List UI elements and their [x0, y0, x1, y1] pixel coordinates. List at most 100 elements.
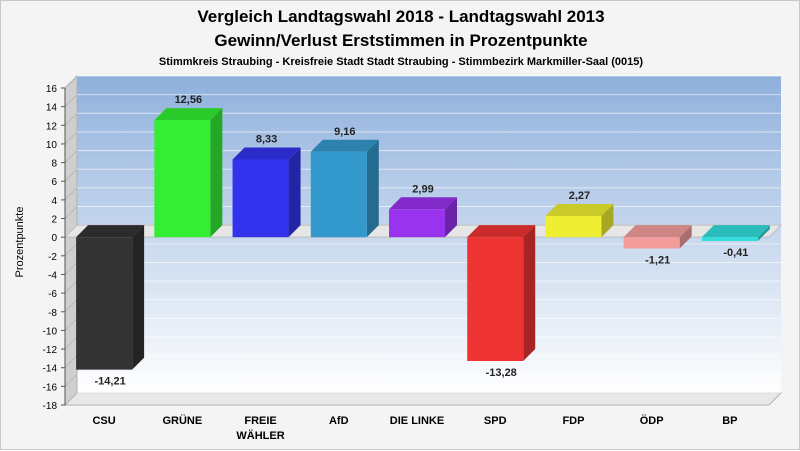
gridline-side — [64, 75, 78, 89]
bar-csu — [76, 225, 145, 370]
bar-top — [623, 225, 692, 238]
bar-top — [154, 108, 223, 121]
y-tick-label: 2 — [51, 215, 57, 226]
bar-side — [757, 225, 770, 241]
bar-spd — [467, 225, 536, 361]
x-axis: CSU GRÜNE FREIE WÄHLER AfD DIE LINKE SPD FDP ÖDP… — [92, 414, 737, 442]
gridline-side — [64, 299, 78, 313]
gridline-side — [64, 168, 78, 182]
data-label: 2,99 — [412, 183, 433, 195]
x-tick-label: AfD — [329, 415, 349, 427]
bar-top — [76, 225, 145, 238]
gridline-side — [64, 262, 78, 275]
y-tick-label: -6 — [48, 289, 57, 300]
y-tick-label: 10 — [46, 140, 58, 151]
y-tick-label: -10 — [43, 326, 58, 337]
y-tick-label: -16 — [43, 382, 58, 393]
bar-side — [288, 147, 301, 238]
gridline-side — [64, 94, 78, 108]
y-tick-label: 0 — [51, 233, 57, 244]
y-tick-label: -12 — [43, 345, 58, 356]
data-label: -1,21 — [645, 254, 670, 266]
y-tick-label: -2 — [48, 252, 57, 263]
bar-front — [467, 237, 524, 361]
bar-ödp — [623, 225, 692, 249]
gridline-side — [64, 112, 78, 126]
bar-grüne — [154, 108, 223, 238]
data-label: 12,56 — [175, 94, 203, 106]
y-tick-label: -18 — [43, 401, 58, 412]
gridline-side — [64, 355, 78, 369]
x-tick-label: GRÜNE — [162, 414, 202, 427]
bar-top — [232, 147, 301, 160]
bar-side — [523, 225, 536, 361]
gridline-side — [64, 206, 78, 219]
y-tick-label: 16 — [46, 84, 58, 95]
bar-top — [467, 225, 536, 238]
data-labels: -14,21 12,56 8,33 9,16 2,99 -13,28 2,27 -1,21 -0… — [95, 94, 749, 388]
bar-top — [701, 225, 770, 238]
bar-front — [701, 237, 758, 241]
gridline-side — [64, 131, 78, 145]
bar-bp — [701, 225, 770, 241]
gridline-side — [64, 150, 78, 163]
bar-freie — [232, 147, 301, 238]
x-tick-label: BP — [722, 415, 737, 427]
x-tick-label-line-2: WÄHLER — [236, 429, 284, 442]
x-tick-label: FDP — [562, 415, 584, 427]
y-axis: 16 14 12 10 8 6 4 2 0 -2 -4 -6 -8 -10 -12 -14 -16 -18 — [43, 84, 66, 412]
gridline-side — [64, 243, 78, 257]
data-label: 8,33 — [256, 134, 277, 146]
gridline-side — [64, 187, 78, 201]
y-tick-label: -14 — [43, 364, 58, 375]
bar-side — [132, 225, 145, 370]
gridline-side — [64, 392, 78, 406]
x-tick-label: CSU — [92, 415, 115, 427]
bar-side — [445, 197, 457, 238]
bar-front — [545, 216, 602, 238]
data-label: 9,16 — [334, 126, 355, 138]
chart-subtitle: Stimmkreis Straubing - Kreisfreie Stadt … — [159, 56, 643, 68]
chart-title-line-2: Gewinn/Verlust Erststimmen in Prozentpun… — [214, 31, 587, 50]
bar-front — [232, 159, 289, 238]
y-tick-label: -8 — [48, 308, 57, 319]
bar-top — [545, 204, 614, 217]
y-axis-label: Prozentpunkte — [14, 207, 26, 278]
chart-title-line-1: Vergleich Landtagswahl 2018 - Landtagswa… — [197, 7, 604, 26]
bar-die-linke — [389, 197, 457, 238]
data-label: -0,41 — [723, 247, 748, 259]
bar-front — [623, 237, 680, 249]
data-label: -14,21 — [95, 376, 126, 388]
gridline-side — [64, 373, 78, 387]
bar-front — [154, 120, 211, 238]
bar-side — [366, 139, 379, 238]
gridline-side — [64, 318, 78, 331]
bar-front — [389, 209, 445, 238]
bar-side — [210, 108, 223, 238]
bars — [76, 108, 770, 370]
x-tick-label: SPD — [484, 415, 507, 427]
gridline-side — [64, 336, 78, 350]
x-tick-label: FREIE — [244, 415, 276, 427]
plot-side-wall — [64, 74, 78, 407]
bar-side — [601, 204, 614, 238]
bar-top — [310, 139, 379, 152]
data-label: -13,28 — [486, 367, 517, 379]
y-tick-label: -4 — [48, 270, 57, 281]
y-tick-label: 6 — [51, 177, 57, 188]
plot-floor — [63, 392, 783, 406]
bar-front — [310, 151, 367, 238]
y-tick-label: 12 — [46, 121, 58, 132]
bar-front — [76, 237, 133, 370]
x-tick-label: DIE LINKE — [390, 415, 444, 427]
bar-fdp — [545, 204, 614, 238]
x-tick-label: ÖDP — [640, 414, 664, 427]
bar-top — [389, 197, 457, 210]
data-label: 2,27 — [569, 190, 590, 202]
bar-afd — [310, 139, 379, 238]
y-tick-label: 14 — [46, 103, 58, 114]
y-tick-label: 8 — [51, 159, 57, 170]
gridline-side — [64, 280, 78, 294]
